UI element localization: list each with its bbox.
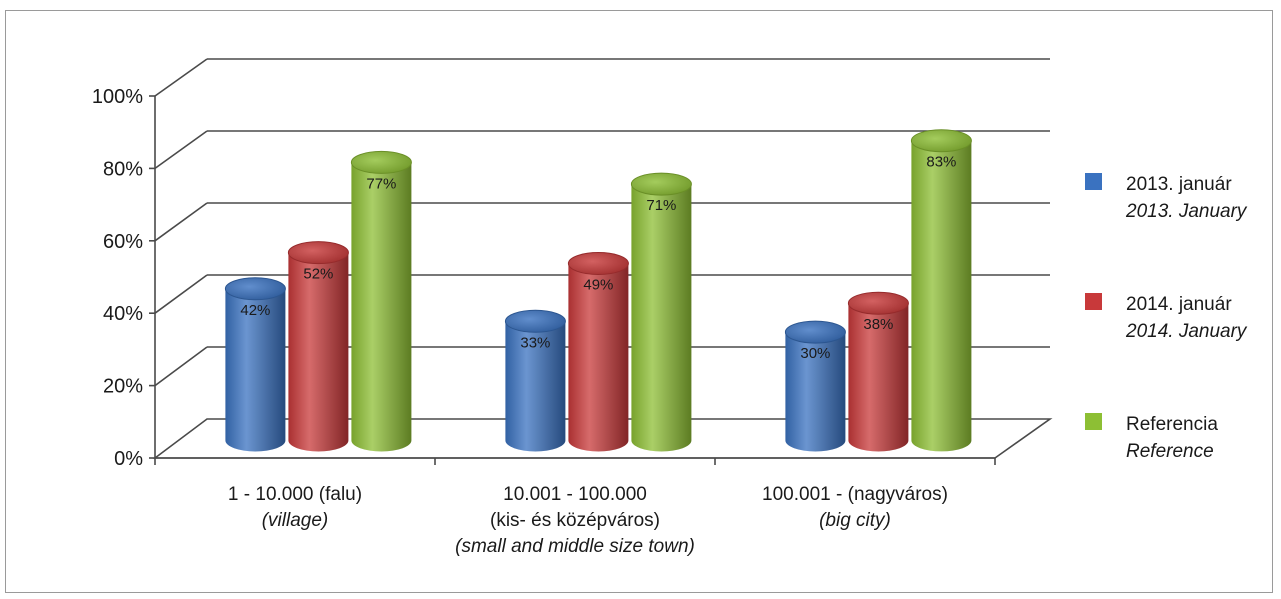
gridline-side bbox=[154, 130, 208, 170]
bar-3-3 bbox=[910, 129, 972, 452]
gridline-side bbox=[154, 58, 208, 97]
legend-item-1: 2013. január 2013. January bbox=[1085, 173, 1248, 222]
bar-1-3 bbox=[784, 320, 846, 452]
bar-body bbox=[631, 184, 692, 452]
category-label-en: (big city) bbox=[819, 510, 891, 531]
legend-label-en: 2014. January bbox=[1125, 321, 1248, 342]
data-label: 77% bbox=[366, 175, 396, 192]
bar-body bbox=[911, 140, 972, 452]
legend-label-en: 2013. January bbox=[1125, 201, 1248, 222]
bar-2-1 bbox=[287, 241, 349, 452]
bar-3-1 bbox=[350, 150, 412, 452]
bar-top bbox=[287, 241, 349, 265]
bar-1-1 bbox=[224, 277, 286, 452]
bar-top bbox=[910, 129, 972, 153]
legend-swatch bbox=[1085, 293, 1102, 310]
bar-top bbox=[567, 252, 629, 276]
gridline-side bbox=[154, 202, 208, 242]
category-label: 10.001 - 100.000 bbox=[503, 484, 647, 505]
legend-label: Referencia bbox=[1126, 414, 1218, 435]
data-label: 30% bbox=[800, 345, 830, 362]
legend-label: 2013. január bbox=[1126, 174, 1232, 195]
y-tick-label: 40% bbox=[103, 303, 143, 325]
gridline-side bbox=[154, 346, 208, 387]
bar-body bbox=[785, 332, 846, 452]
labels: 0% 20% 40% 60% 80% 100% 42% 52% 77% 33% 49% 71% 30% 3… bbox=[92, 86, 957, 557]
legend-swatch bbox=[1085, 173, 1102, 190]
bar-body bbox=[848, 303, 909, 452]
data-label: 71% bbox=[646, 197, 676, 214]
data-label: 49% bbox=[583, 277, 613, 294]
gridline-side bbox=[154, 274, 208, 314]
data-label: 42% bbox=[240, 302, 270, 319]
bar-2-3 bbox=[847, 291, 909, 452]
legend-swatch bbox=[1085, 413, 1102, 430]
data-label: 38% bbox=[863, 316, 893, 333]
category-label: 1 - 10.000 (falu) bbox=[228, 484, 362, 505]
category-label-en: (small and middle size town) bbox=[455, 536, 695, 557]
bar-body bbox=[288, 252, 349, 452]
legend-label-en: Reference bbox=[1126, 441, 1214, 462]
bar-1-2 bbox=[504, 309, 566, 452]
bar-top bbox=[784, 320, 846, 344]
category-label-en: (village) bbox=[262, 510, 329, 531]
data-label: 33% bbox=[520, 334, 550, 351]
bars bbox=[224, 129, 972, 452]
bar-top bbox=[350, 150, 412, 174]
bar-top bbox=[847, 291, 909, 315]
y-tick-label: 0% bbox=[114, 448, 143, 470]
bar-2-2 bbox=[567, 252, 629, 452]
legend-item-3: Referencia Reference bbox=[1085, 413, 1218, 462]
data-label: 52% bbox=[303, 266, 333, 283]
data-label: 83% bbox=[926, 154, 956, 171]
legend-item-2: 2014. január 2014. January bbox=[1085, 293, 1248, 342]
bar-body bbox=[225, 288, 286, 452]
bar-body bbox=[568, 263, 629, 452]
y-tick-label: 100% bbox=[92, 86, 143, 108]
y-tick-label: 60% bbox=[103, 231, 143, 253]
bar-body bbox=[351, 162, 412, 452]
y-tick-label: 80% bbox=[103, 158, 143, 180]
bar-3-2 bbox=[630, 172, 692, 452]
legend-label: 2014. január bbox=[1126, 294, 1232, 315]
category-label: 100.001 - (nagyváros) bbox=[762, 484, 948, 505]
y-tick-label: 20% bbox=[103, 376, 143, 398]
category-label: (kis- és középváros) bbox=[490, 510, 660, 531]
axes bbox=[149, 95, 996, 465]
bar-top bbox=[504, 309, 566, 333]
bar-body bbox=[505, 321, 566, 452]
bar-top bbox=[224, 277, 286, 301]
bar-top bbox=[630, 172, 692, 196]
